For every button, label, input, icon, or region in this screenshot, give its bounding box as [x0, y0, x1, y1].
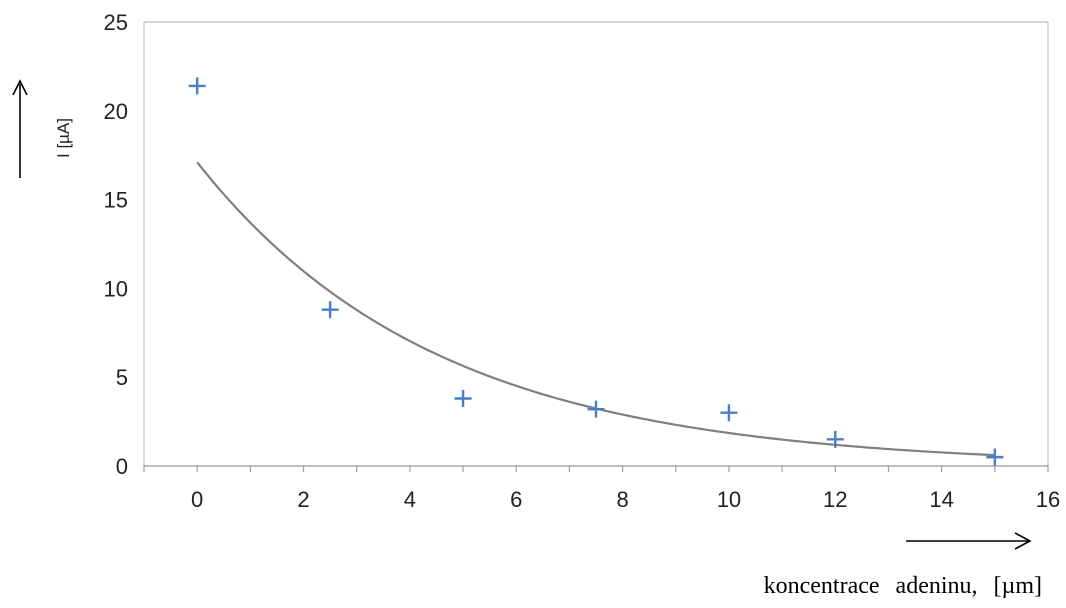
- x-tick-label: 10: [717, 487, 741, 512]
- plot-area: [143, 21, 1049, 467]
- x-tick-label: 6: [510, 487, 522, 512]
- x-axis-tick-labels: 0 2 4 6 8 10 12 14 16: [191, 487, 1060, 512]
- data-point: [188, 77, 206, 95]
- y-tick-label: 0: [116, 454, 128, 479]
- y-tick-label: 15: [104, 188, 128, 213]
- y-tick-label: 25: [104, 10, 128, 35]
- data-points: [188, 77, 1004, 466]
- y-tick-label: 10: [104, 276, 128, 301]
- y-axis-arrow: [12, 79, 28, 178]
- x-axis: [143, 465, 1049, 472]
- x-tick-label: 14: [929, 487, 953, 512]
- x-axis-label: koncentrace adeninu, [µm]: [764, 573, 1042, 599]
- data-point: [454, 390, 472, 408]
- x-tick-label: 16: [1036, 487, 1060, 512]
- x-tick-label: 0: [191, 487, 203, 512]
- x-tick-label: 4: [404, 487, 416, 512]
- data-point: [321, 301, 339, 319]
- data-point: [826, 430, 844, 448]
- plot-frame: [143, 21, 1049, 467]
- data-point: [587, 400, 605, 418]
- y-axis-tick-labels: 0 5 10 15 20 25: [104, 10, 128, 479]
- x-tick-label: 8: [616, 487, 628, 512]
- x-axis-arrow: [906, 532, 1032, 550]
- y-tick-label: 20: [104, 99, 128, 124]
- y-tick-label: 5: [116, 365, 128, 390]
- data-point: [986, 448, 1004, 466]
- y-axis-label: I [µA]: [54, 118, 73, 158]
- data-point: [720, 404, 738, 422]
- x-tick-label: 2: [297, 487, 309, 512]
- x-tick-label: 12: [823, 487, 847, 512]
